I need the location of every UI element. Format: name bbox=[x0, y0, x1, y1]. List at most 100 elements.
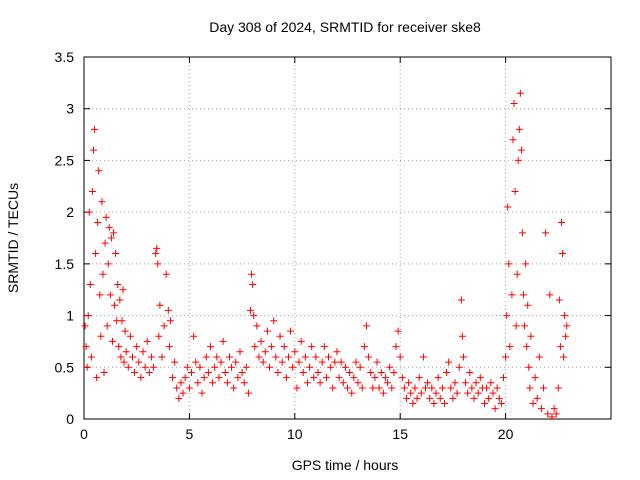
data-point bbox=[548, 413, 556, 421]
data-point bbox=[97, 332, 105, 340]
data-point bbox=[476, 374, 484, 382]
data-point bbox=[487, 379, 495, 387]
data-point bbox=[481, 399, 489, 407]
data-point bbox=[169, 374, 177, 382]
data-point bbox=[375, 384, 383, 392]
data-point bbox=[194, 379, 202, 387]
data-point bbox=[118, 317, 126, 325]
data-point bbox=[209, 379, 217, 387]
y-tick-label: 1 bbox=[66, 308, 74, 324]
data-point bbox=[206, 343, 214, 351]
data-point bbox=[470, 394, 478, 402]
data-point bbox=[371, 374, 379, 382]
data-point bbox=[525, 363, 533, 371]
data-point bbox=[384, 379, 392, 387]
data-point bbox=[458, 332, 466, 340]
data-point bbox=[122, 348, 130, 356]
y-tick-label: 2 bbox=[66, 204, 74, 220]
data-point bbox=[392, 343, 400, 351]
data-point bbox=[400, 384, 408, 392]
data-point bbox=[499, 374, 507, 382]
data-point bbox=[337, 358, 345, 366]
data-point bbox=[154, 260, 162, 268]
data-point bbox=[455, 363, 463, 371]
data-point bbox=[84, 312, 92, 320]
data-point bbox=[409, 399, 417, 407]
data-point bbox=[428, 384, 436, 392]
data-point bbox=[179, 389, 187, 397]
data-point bbox=[213, 353, 221, 361]
data-point bbox=[449, 394, 457, 402]
data-point bbox=[557, 218, 565, 226]
y-tick-label: 0 bbox=[66, 411, 74, 427]
data-point bbox=[282, 374, 290, 382]
data-point bbox=[561, 312, 569, 320]
data-point bbox=[308, 343, 316, 351]
data-point bbox=[407, 389, 415, 397]
data-point bbox=[249, 281, 257, 289]
data-point bbox=[325, 353, 333, 361]
y-axis-label: SRMTID / TECUs bbox=[5, 183, 21, 293]
data-point bbox=[440, 399, 448, 407]
data-point bbox=[415, 374, 423, 382]
data-point bbox=[202, 353, 210, 361]
data-point bbox=[223, 379, 231, 387]
data-point bbox=[562, 332, 570, 340]
data-point bbox=[459, 353, 467, 361]
data-point bbox=[322, 374, 330, 382]
data-point bbox=[339, 379, 347, 387]
data-point bbox=[417, 389, 425, 397]
data-point bbox=[173, 384, 181, 392]
chart-title: Day 308 of 2024, SRMTID for receiver ske… bbox=[209, 19, 481, 35]
data-point bbox=[335, 374, 343, 382]
data-point bbox=[559, 250, 567, 258]
data-point bbox=[93, 374, 101, 382]
data-point bbox=[518, 229, 526, 237]
data-point bbox=[219, 337, 227, 345]
data-point bbox=[369, 384, 377, 392]
data-point bbox=[221, 368, 229, 376]
data-point bbox=[502, 353, 510, 361]
data-point bbox=[171, 358, 179, 366]
data-point bbox=[177, 379, 185, 387]
data-point bbox=[424, 379, 432, 387]
data-point bbox=[457, 296, 465, 304]
data-point bbox=[111, 301, 119, 309]
data-point bbox=[200, 374, 208, 382]
data-point bbox=[426, 394, 434, 402]
data-point bbox=[128, 353, 136, 361]
data-point bbox=[166, 317, 174, 325]
y-tick-label: 1.5 bbox=[55, 256, 75, 272]
data-point bbox=[94, 218, 102, 226]
data-point bbox=[232, 358, 240, 366]
data-point bbox=[251, 343, 259, 351]
x-tick-label: 20 bbox=[498, 426, 514, 442]
data-point bbox=[263, 327, 271, 335]
data-point bbox=[156, 301, 164, 309]
data-point bbox=[165, 343, 173, 351]
data-point bbox=[552, 410, 560, 418]
data-point bbox=[96, 291, 104, 299]
data-point bbox=[362, 322, 370, 330]
data-point bbox=[504, 203, 512, 211]
data-point bbox=[491, 405, 499, 413]
data-point bbox=[472, 379, 480, 387]
data-point bbox=[503, 312, 511, 320]
data-point bbox=[443, 368, 451, 376]
data-point bbox=[152, 250, 160, 258]
data-point bbox=[540, 384, 548, 392]
data-point bbox=[99, 270, 107, 278]
data-point bbox=[255, 353, 263, 361]
data-point bbox=[284, 353, 292, 361]
data-point bbox=[175, 394, 183, 402]
data-point bbox=[493, 384, 501, 392]
data-point bbox=[88, 187, 96, 195]
data-point bbox=[508, 291, 516, 299]
data-point bbox=[291, 348, 299, 356]
data-point bbox=[215, 374, 223, 382]
data-point bbox=[529, 399, 537, 407]
data-point bbox=[522, 260, 530, 268]
data-point bbox=[87, 353, 95, 361]
data-point bbox=[373, 358, 381, 366]
data-point bbox=[396, 353, 404, 361]
